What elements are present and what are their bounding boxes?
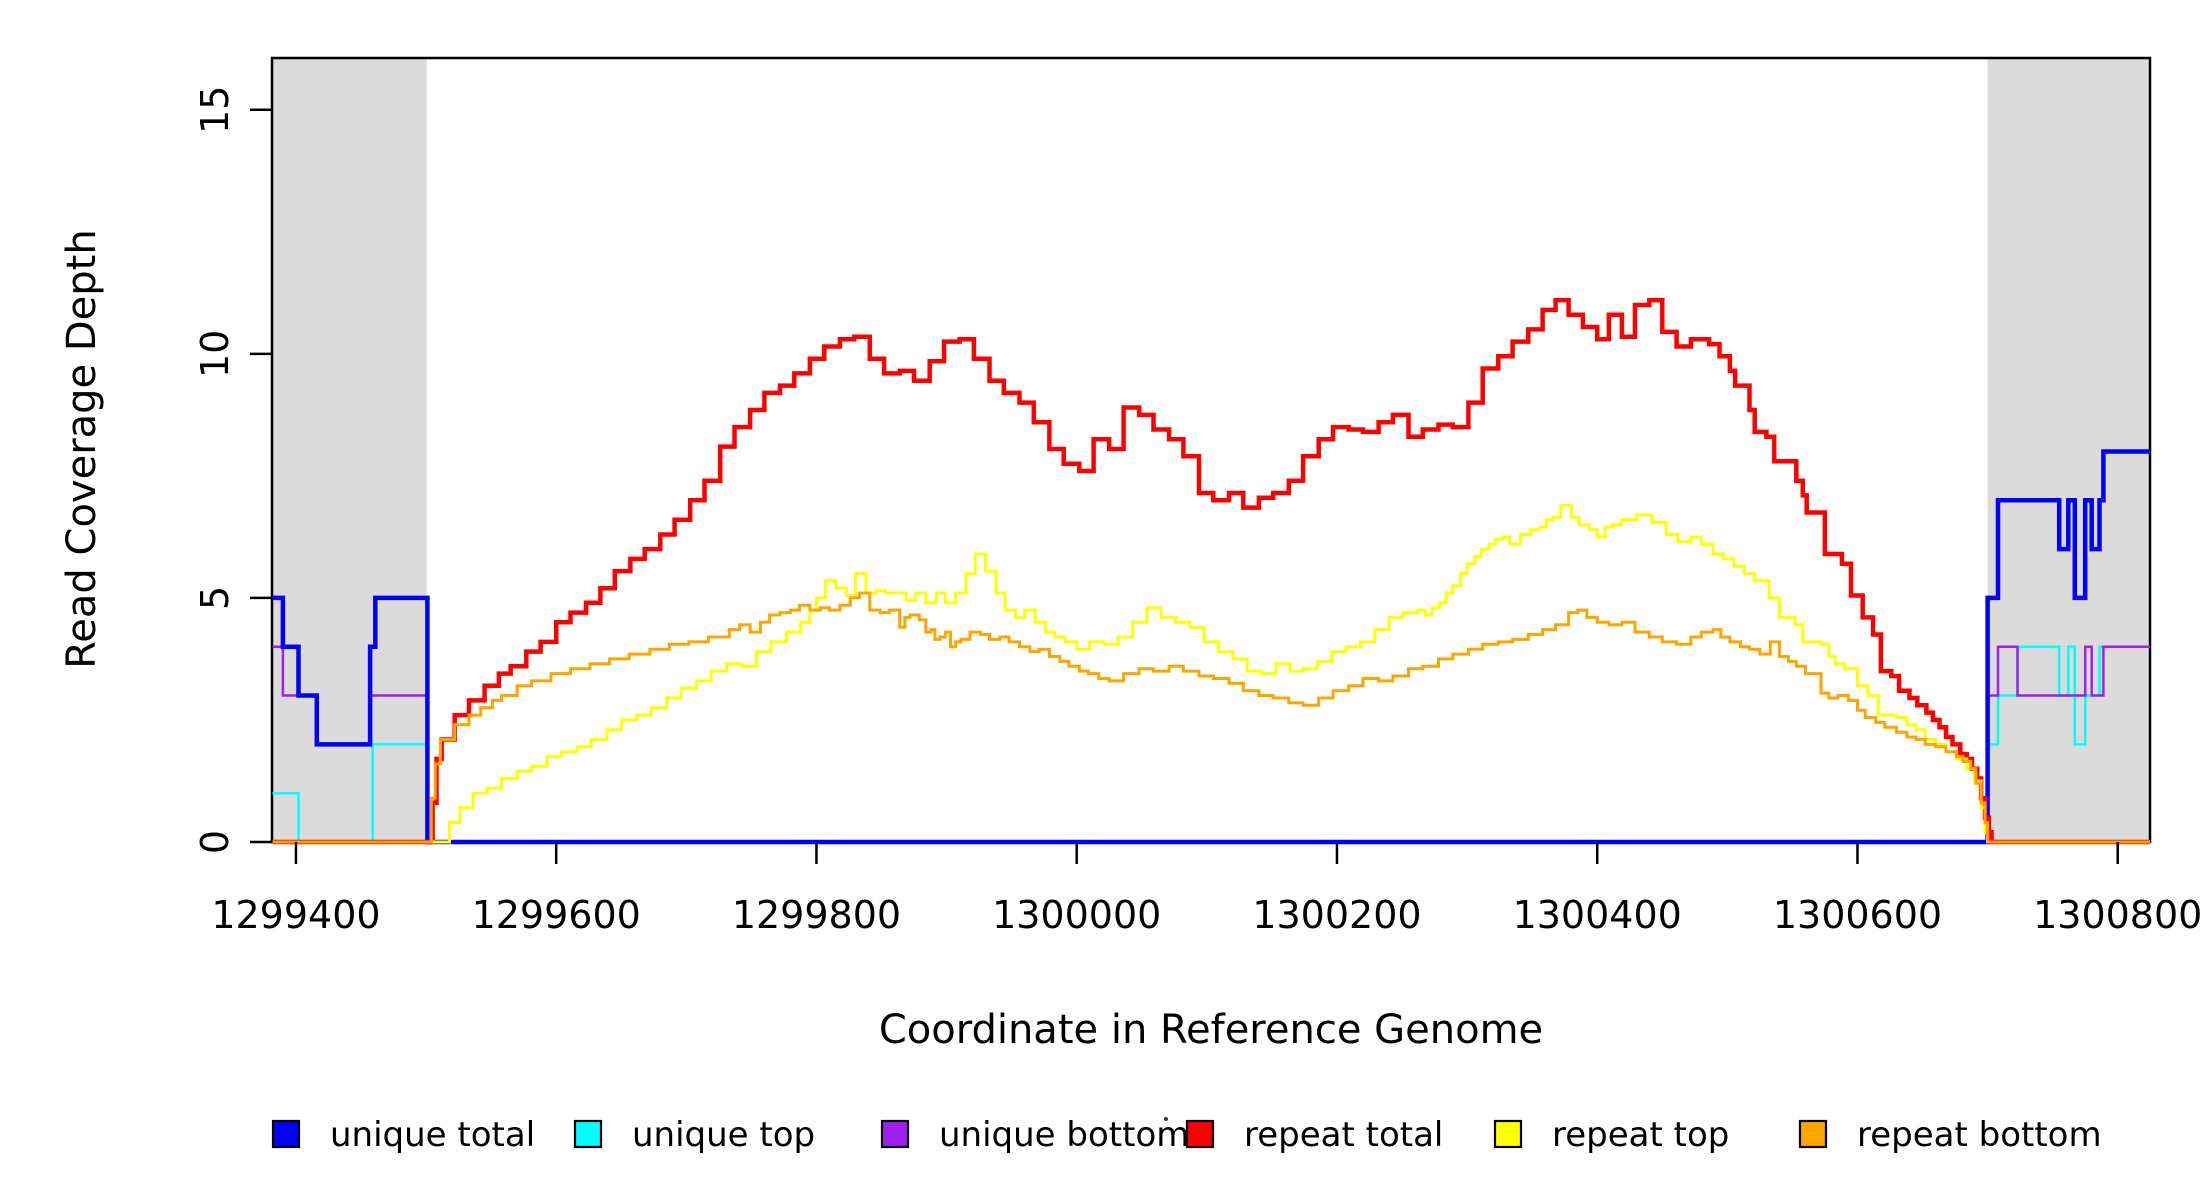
x-axis-title: Coordinate in Reference Genome [878, 1007, 1544, 1053]
x-tick-label: 1299600 [472, 893, 641, 937]
legend-label-unique-total: unique total [330, 1115, 535, 1155]
artifact-dot [1164, 1117, 1168, 1121]
y-tick-label: 10 [193, 330, 237, 378]
x-tick-label: 1300200 [1252, 893, 1421, 937]
y-tick-label: 0 [193, 830, 237, 854]
legend-swatch-repeat-top [1493, 1119, 1523, 1149]
series-repeat-bottom [272, 591, 2150, 844]
legend-label-repeat-total: repeat total [1244, 1115, 1443, 1155]
legend-label-unique-bottom: unique bottom [939, 1115, 1189, 1155]
x-tick-label: 1300000 [992, 893, 1161, 937]
legend-label-unique-top: unique top [632, 1115, 815, 1155]
y-axis-title: Read Coverage Depth [59, 229, 105, 669]
plot-box [270, 56, 2152, 844]
series-repeat-top [272, 503, 2150, 844]
legend-label-repeat-bottom: repeat bottom [1857, 1115, 2102, 1155]
x-tick-label: 1299800 [732, 893, 901, 937]
y-tick-label: 5 [193, 586, 237, 610]
y-tick-label: 15 [193, 86, 237, 134]
legend-label-repeat-top: repeat top [1552, 1115, 1729, 1155]
series-repeat-total [272, 297, 2150, 845]
x-tick-label: 1300400 [1513, 893, 1682, 937]
x-tick-label: 1300800 [2033, 893, 2200, 937]
legend-swatch-repeat-total [1185, 1119, 1215, 1149]
legend-swatch-repeat-bottom [1798, 1119, 1828, 1149]
series-unique-total [272, 449, 2150, 845]
x-tick-label: 1300600 [1773, 893, 1942, 937]
x-tick-label: 1299400 [211, 893, 380, 937]
legend-swatch-unique-total [271, 1119, 301, 1149]
shaded-region-left-flank [272, 58, 427, 842]
legend-swatch-unique-top [573, 1119, 603, 1149]
legend-swatch-unique-bottom [880, 1119, 910, 1149]
